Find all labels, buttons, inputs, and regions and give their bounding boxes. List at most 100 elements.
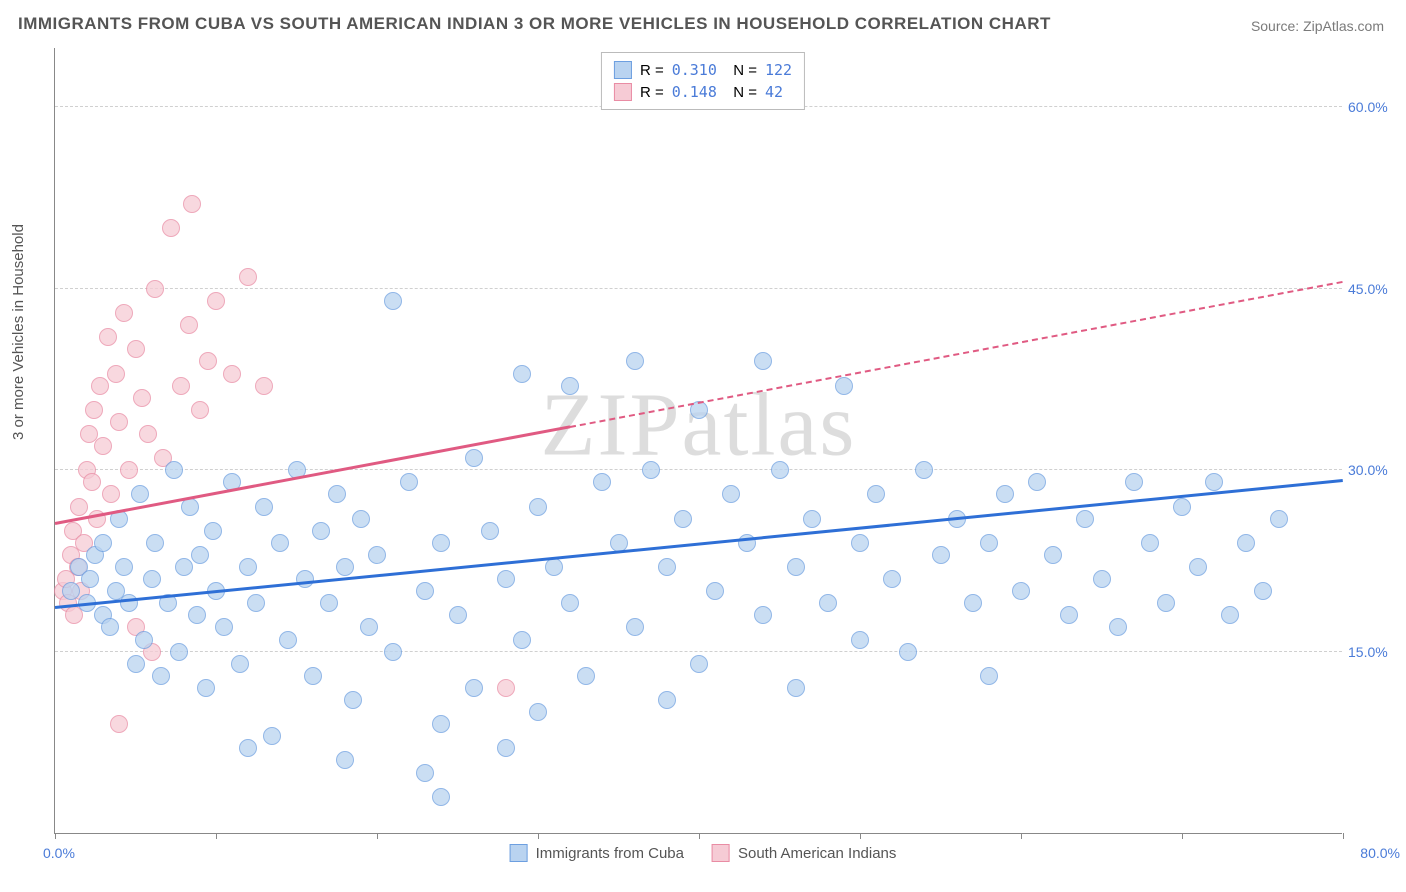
- legend-n-value: 122: [765, 61, 792, 79]
- legend-row: R = 0.310 N = 122: [614, 59, 792, 81]
- data-point: [674, 510, 692, 528]
- x-tick: [1021, 833, 1022, 839]
- data-point: [175, 558, 193, 576]
- data-point: [172, 377, 190, 395]
- data-point: [851, 631, 869, 649]
- data-point: [199, 352, 217, 370]
- data-point: [183, 195, 201, 213]
- data-point: [1237, 534, 1255, 552]
- data-point: [384, 292, 402, 310]
- y-tick-label: 60.0%: [1348, 99, 1398, 115]
- data-point: [127, 340, 145, 358]
- data-point: [1044, 546, 1062, 564]
- legend-swatch: [614, 83, 632, 101]
- data-point: [915, 461, 933, 479]
- data-point: [170, 643, 188, 661]
- y-tick-label: 15.0%: [1348, 644, 1398, 660]
- data-point: [135, 631, 153, 649]
- data-point: [1254, 582, 1272, 600]
- data-point: [110, 715, 128, 733]
- data-point: [1157, 594, 1175, 612]
- data-point: [107, 365, 125, 383]
- chart-title: IMMIGRANTS FROM CUBA VS SOUTH AMERICAN I…: [18, 14, 1051, 34]
- data-point: [1141, 534, 1159, 552]
- data-point: [513, 365, 531, 383]
- data-point: [165, 461, 183, 479]
- legend-n-label: N =: [725, 84, 757, 101]
- data-point: [133, 389, 151, 407]
- legend-n-value: 42: [765, 83, 783, 101]
- data-point: [1173, 498, 1191, 516]
- data-point: [91, 377, 109, 395]
- data-point: [247, 594, 265, 612]
- data-point: [497, 739, 515, 757]
- source-label: Source: ZipAtlas.com: [1251, 18, 1384, 34]
- data-point: [1221, 606, 1239, 624]
- data-point: [231, 655, 249, 673]
- data-point: [593, 473, 611, 491]
- y-axis-label: 3 or more Vehicles in Household: [10, 224, 27, 440]
- correlation-legend: R = 0.310 N = 122 R = 0.148 N = 42: [601, 52, 805, 110]
- legend-item: Immigrants from Cuba: [510, 844, 684, 862]
- data-point: [83, 473, 101, 491]
- x-tick: [216, 833, 217, 839]
- data-point: [561, 377, 579, 395]
- data-point: [146, 534, 164, 552]
- data-point: [239, 739, 257, 757]
- data-point: [529, 498, 547, 516]
- data-point: [867, 485, 885, 503]
- data-point: [642, 461, 660, 479]
- watermark-text: ZIPatlas: [541, 373, 857, 476]
- data-point: [432, 534, 450, 552]
- data-point: [239, 268, 257, 286]
- x-tick: [538, 833, 539, 839]
- data-point: [360, 618, 378, 636]
- data-point: [120, 594, 138, 612]
- trend-line: [570, 281, 1343, 428]
- data-point: [352, 510, 370, 528]
- data-point: [819, 594, 837, 612]
- data-point: [754, 352, 772, 370]
- data-point: [561, 594, 579, 612]
- data-point: [263, 727, 281, 745]
- data-point: [980, 534, 998, 552]
- legend-label: South American Indians: [738, 845, 896, 862]
- x-tick: [699, 833, 700, 839]
- data-point: [1125, 473, 1143, 491]
- data-point: [416, 582, 434, 600]
- data-point: [101, 618, 119, 636]
- data-point: [162, 219, 180, 237]
- data-point: [626, 618, 644, 636]
- data-point: [191, 546, 209, 564]
- x-axis-min-label: 0.0%: [43, 845, 75, 861]
- data-point: [312, 522, 330, 540]
- legend-label: Immigrants from Cuba: [536, 845, 684, 862]
- data-point: [1060, 606, 1078, 624]
- data-point: [1109, 618, 1127, 636]
- y-tick-label: 45.0%: [1348, 281, 1398, 297]
- data-point: [465, 679, 483, 697]
- data-point: [980, 667, 998, 685]
- data-point: [70, 498, 88, 516]
- data-point: [432, 715, 450, 733]
- data-point: [304, 667, 322, 685]
- data-point: [191, 401, 209, 419]
- data-point: [529, 703, 547, 721]
- data-point: [787, 558, 805, 576]
- data-point: [115, 558, 133, 576]
- data-point: [296, 570, 314, 588]
- legend-row: R = 0.148 N = 42: [614, 81, 792, 103]
- data-point: [465, 449, 483, 467]
- legend-r-value: 0.148: [672, 83, 717, 101]
- data-point: [754, 606, 772, 624]
- data-point: [115, 304, 133, 322]
- legend-swatch: [510, 844, 528, 862]
- data-point: [883, 570, 901, 588]
- data-point: [835, 377, 853, 395]
- data-point: [964, 594, 982, 612]
- data-point: [481, 522, 499, 540]
- data-point: [146, 280, 164, 298]
- data-point: [255, 377, 273, 395]
- data-point: [787, 679, 805, 697]
- legend-swatch: [712, 844, 730, 862]
